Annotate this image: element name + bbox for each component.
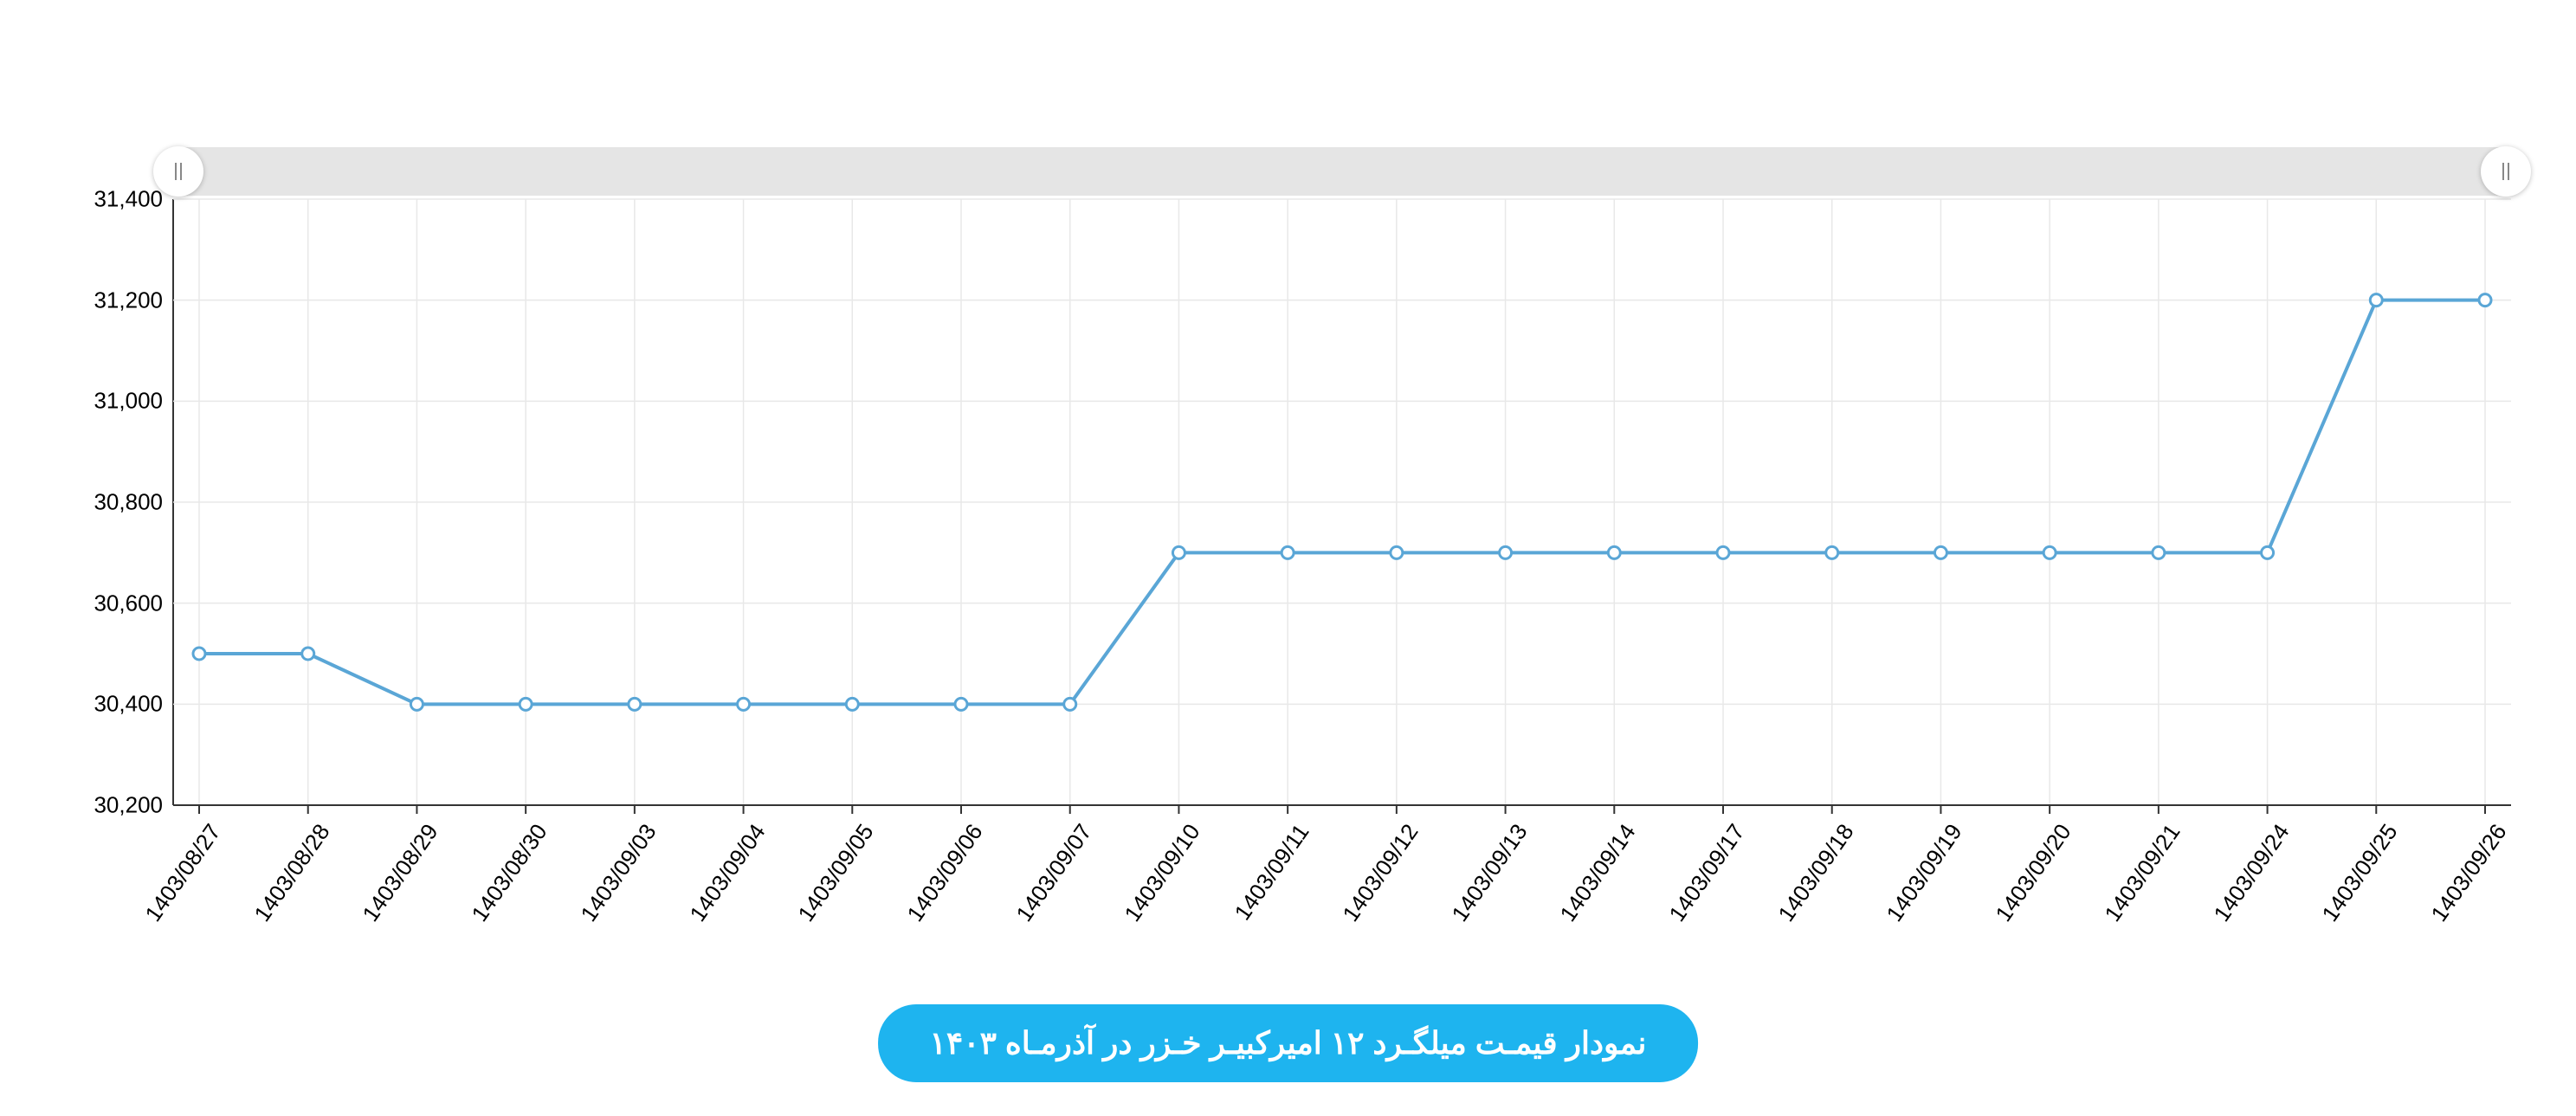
y-tick-label: 31,000 (94, 388, 163, 415)
y-tick-label: 30,200 (94, 792, 163, 819)
chart-container: نمودار قیمـت میلگـرد ۱۲ امیرکبیـر خـزر د… (0, 0, 2576, 1116)
y-tick-label: 30,800 (94, 489, 163, 516)
range-handle-right[interactable] (2481, 146, 2531, 197)
y-tick-label: 30,400 (94, 691, 163, 718)
y-tick-label: 31,200 (94, 287, 163, 313)
y-tick-label: 31,400 (94, 186, 163, 213)
range-handle-left[interactable] (153, 146, 203, 197)
chart-title: نمودار قیمـت میلگـرد ۱۲ امیرکبیـر خـزر د… (878, 1004, 1699, 1082)
y-tick-label: 30,600 (94, 590, 163, 616)
